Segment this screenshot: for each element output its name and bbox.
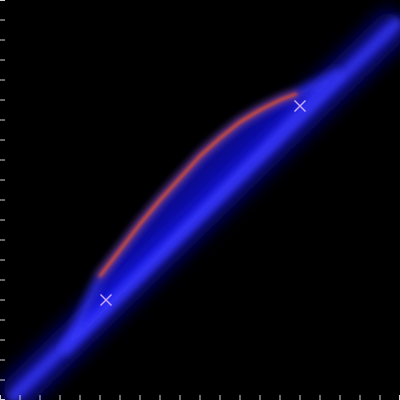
marker-1 bbox=[100, 294, 112, 306]
marker-stroke-b bbox=[100, 294, 112, 306]
marker-stroke-b bbox=[294, 100, 306, 112]
marker-2 bbox=[294, 100, 306, 112]
arc-line bbox=[98, 92, 298, 278]
marker-layer bbox=[100, 100, 306, 306]
bright-arc bbox=[97, 91, 299, 279]
